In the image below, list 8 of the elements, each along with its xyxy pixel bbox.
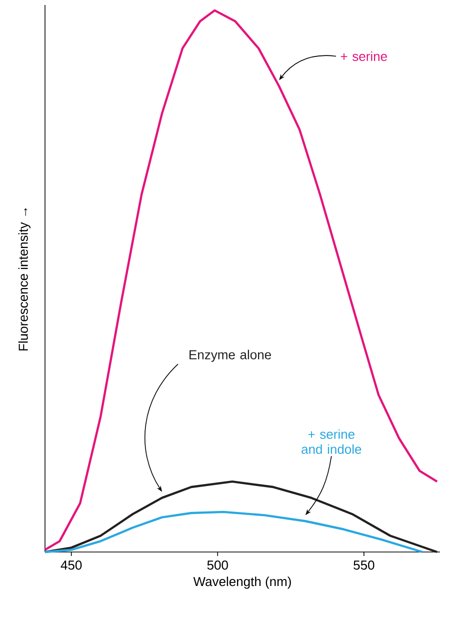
x-axis-title: Wavelength (nm) [193,576,291,589]
text: + serine and indole [302,429,362,454]
y-axis-title: Fluorescence intensity → [18,208,30,350]
text: Enzyme alone [190,350,271,362]
x-tick-label: 500 [207,560,228,570]
x-tick-label: 450 [60,560,82,570]
x-tick-label: 550 [354,560,374,570]
text: + serine [340,51,387,62]
